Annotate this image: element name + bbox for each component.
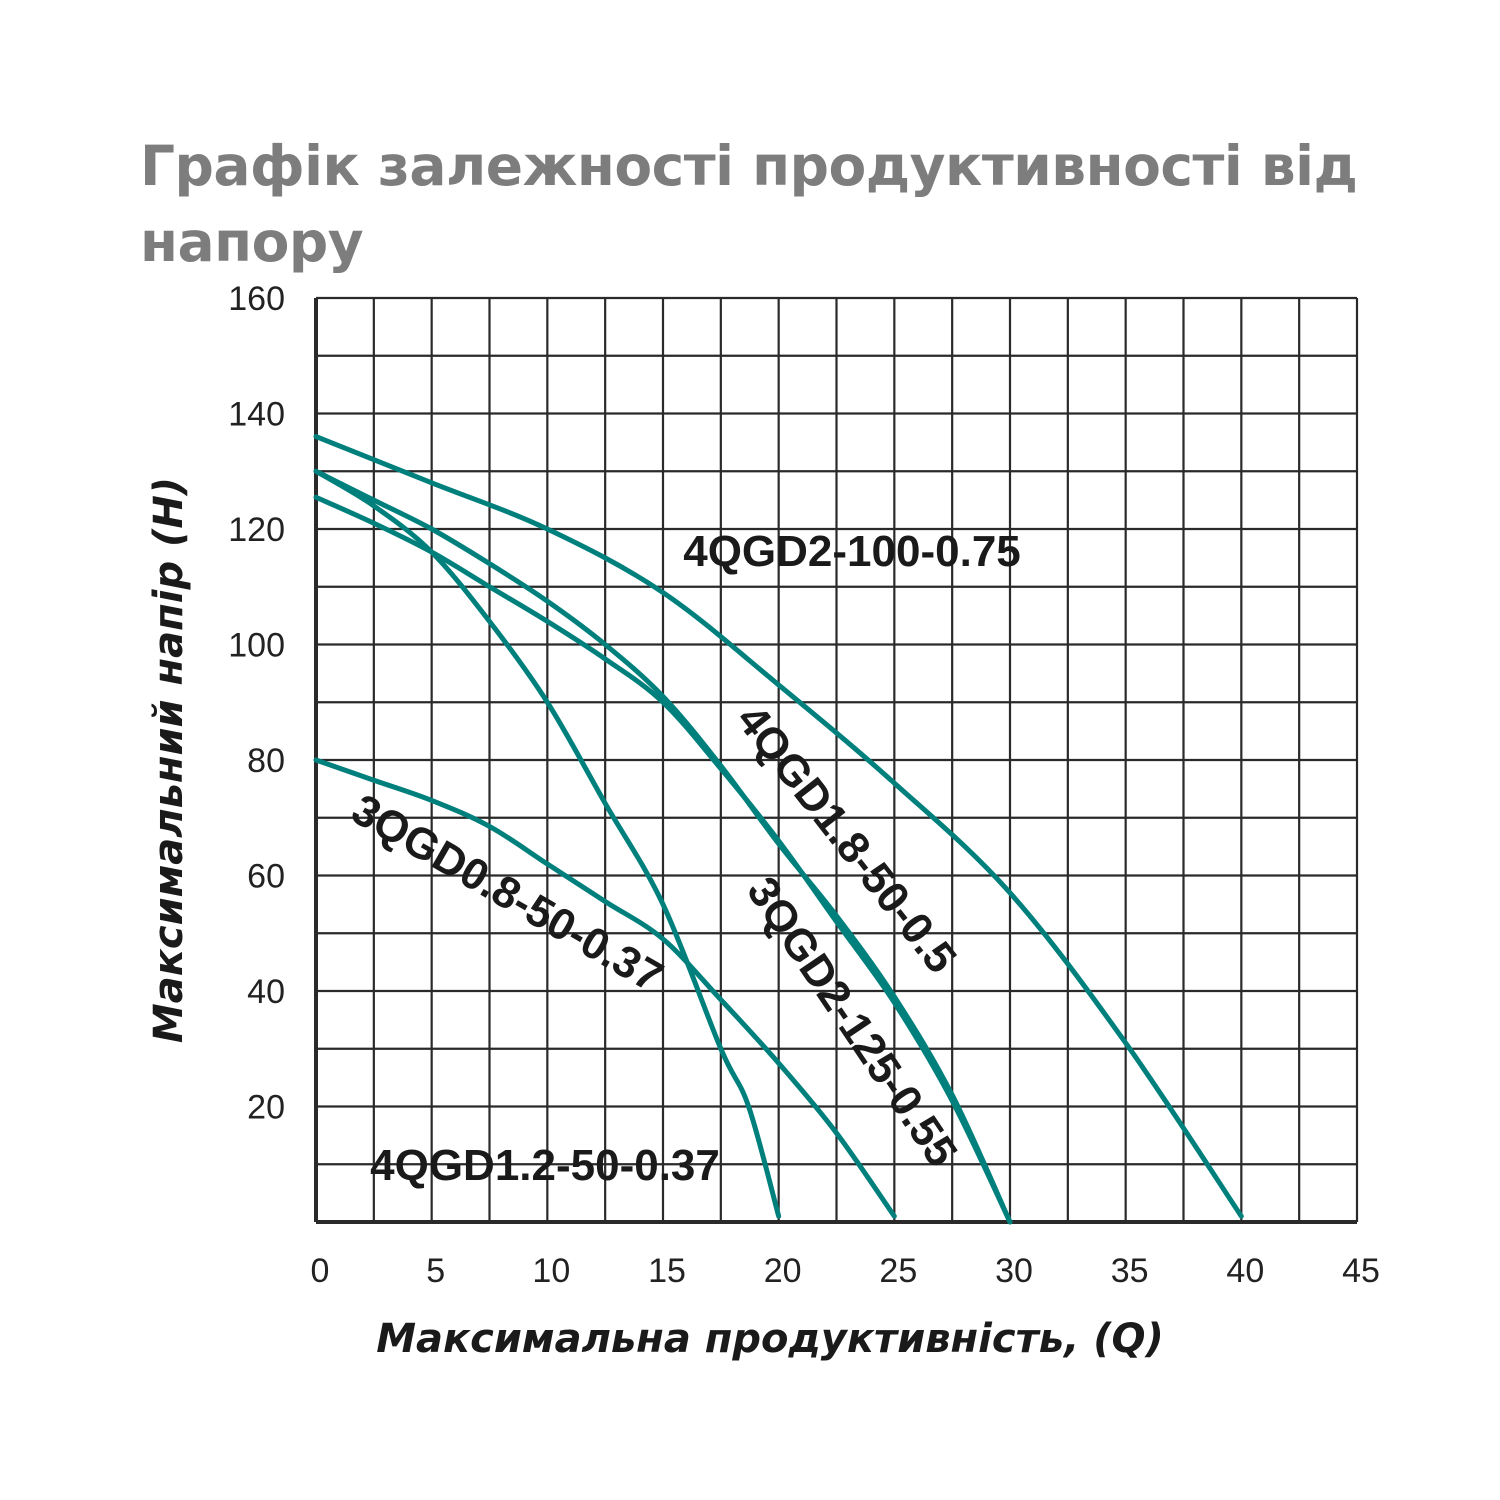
- y-axis-label: Максимальний напір (H): [146, 477, 192, 1043]
- y-tick-label: 160: [228, 280, 285, 318]
- x-tick-label: 25: [879, 1252, 917, 1290]
- y-tick-label: 20: [247, 1089, 285, 1127]
- x-tick-label: 20: [764, 1252, 802, 1290]
- chart-title: Графік залежності продуктивності від нап…: [140, 134, 1358, 274]
- series-labels: 4QGD2-100-0.754QGD1.8-50-0.53QGD2-125-0.…: [344, 527, 1021, 1190]
- grid: [314, 296, 1359, 1224]
- x-tick-label: 10: [532, 1252, 570, 1290]
- series-line: [313, 757, 897, 1219]
- x-tick-label: 5: [426, 1252, 445, 1290]
- y-tick-label: 40: [247, 973, 285, 1011]
- series-line: [313, 468, 782, 1219]
- tick-labels: 0 5 10 15 20 25 30 35 40 45 20 40 60 80 100 120 140 160: [228, 280, 1380, 1290]
- x-tick-label: 45: [1342, 1252, 1380, 1290]
- series-label: 4QGD2-100-0.75: [683, 527, 1021, 576]
- y-tick-label: 120: [228, 511, 285, 549]
- x-axis-label: Максимальна продуктивність, (Q): [376, 1316, 1164, 1362]
- y-tick-label: 60: [247, 858, 285, 896]
- y-tick-label: 100: [228, 627, 285, 665]
- x-tick-label: 0: [311, 1252, 330, 1290]
- x-tick-label: 30: [995, 1252, 1033, 1290]
- y-tick-label: 80: [247, 742, 285, 780]
- series-line: [313, 434, 1244, 1219]
- x-tick-label: 15: [648, 1252, 686, 1290]
- x-tick-label: 40: [1226, 1252, 1264, 1290]
- series-line: [313, 494, 1013, 1225]
- x-tick-label: 35: [1111, 1252, 1149, 1290]
- curves: [313, 434, 1244, 1225]
- series-label: 4QGD1.2-50-0.37: [370, 1141, 720, 1190]
- y-tick-label: 140: [228, 396, 285, 434]
- series-line: [313, 468, 1013, 1225]
